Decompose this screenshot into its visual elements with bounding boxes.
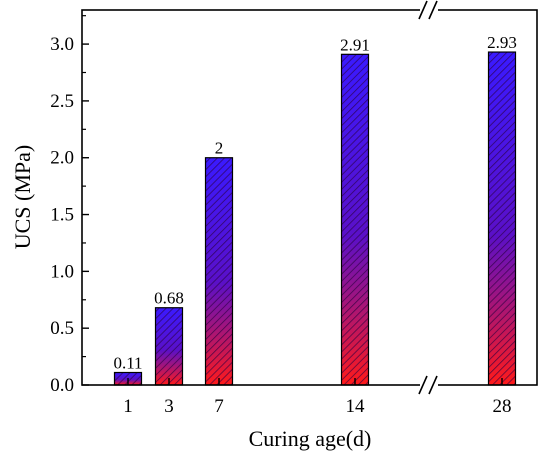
y-tick-label-0.5: 0.5 bbox=[50, 318, 74, 339]
data-labels-layer: 0.11 0.68 2 2.91 2.93 bbox=[113, 33, 516, 372]
x-axis-title: Curing age(d) bbox=[249, 426, 372, 451]
x-tick-label-1: 1 bbox=[123, 396, 133, 417]
bar-7 bbox=[204, 157, 234, 386]
bar-28 bbox=[487, 51, 517, 386]
y-axis-title: UCS (MPa) bbox=[10, 145, 35, 250]
y-tick-label-0.0: 0.0 bbox=[50, 375, 74, 396]
axis-break-top bbox=[418, 0, 438, 20]
y-tick-label-1.0: 1.0 bbox=[50, 261, 74, 282]
plot-frame bbox=[81, 9, 538, 386]
y-tick-label-2.0: 2.0 bbox=[50, 148, 74, 169]
axis-break-bottom bbox=[418, 375, 438, 395]
y-axis: 0.0 0.5 1.0 1.5 2.0 2.5 3.0 bbox=[50, 15, 89, 396]
x-tick-label-3: 3 bbox=[164, 396, 174, 417]
bar-3 bbox=[154, 307, 184, 386]
x-tick-label-28: 28 bbox=[493, 396, 512, 417]
data-label-28: 2.93 bbox=[487, 33, 517, 52]
data-label-7: 2 bbox=[215, 139, 224, 158]
bars-layer bbox=[113, 51, 517, 386]
x-tick-label-14: 14 bbox=[346, 396, 366, 417]
data-label-3: 0.68 bbox=[154, 289, 184, 308]
data-label-1: 0.11 bbox=[113, 354, 142, 373]
y-tick-label-3.0: 3.0 bbox=[50, 34, 74, 55]
data-label-14: 2.91 bbox=[340, 35, 370, 54]
bar-14 bbox=[340, 53, 370, 386]
x-axis: 1 3 7 14 28 bbox=[123, 378, 512, 417]
y-tick-label-1.5: 1.5 bbox=[50, 205, 74, 226]
y-tick-label-2.5: 2.5 bbox=[50, 91, 74, 112]
x-tick-label-7: 7 bbox=[214, 396, 224, 417]
